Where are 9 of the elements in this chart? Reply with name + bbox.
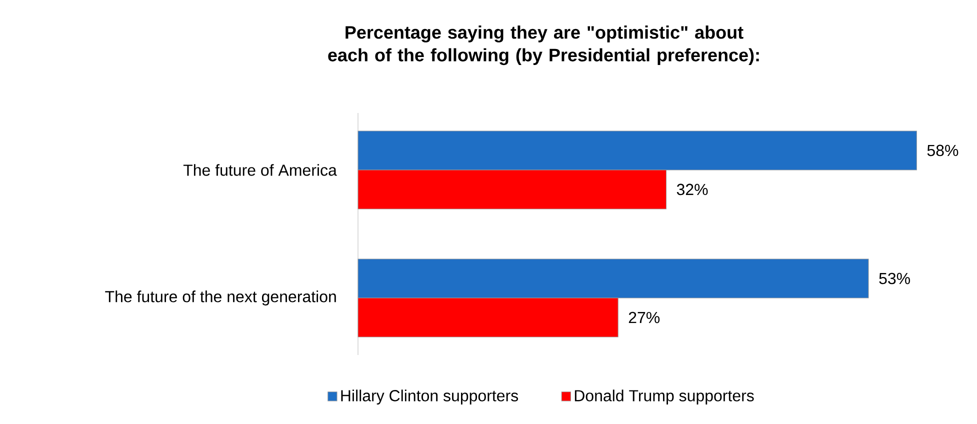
legend-label: Hillary Clinton supporters — [341, 390, 518, 405]
data-label: 32% — [676, 184, 708, 196]
chart-title: Percentage saying they are "optimistic" about each of the following (by Presidential preference): — [328, 26, 759, 66]
data-label: 58% — [927, 144, 958, 156]
legend-label: Donald Trump supporters — [574, 390, 754, 405]
data-label: 53% — [879, 272, 910, 284]
y-tick-label: The future of America — [183, 164, 337, 176]
y-tick-label: The future of the next generation — [105, 290, 336, 306]
data-label: 27% — [628, 312, 660, 324]
